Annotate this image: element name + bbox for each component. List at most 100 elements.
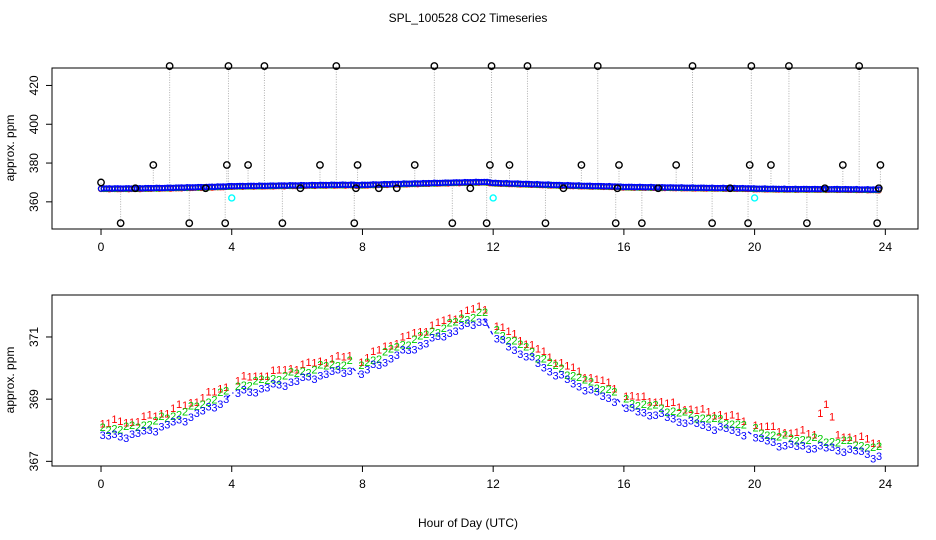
bottom-channel-2-point: 2 xyxy=(805,435,811,447)
bottom-channel-3-point: 3 xyxy=(370,359,376,371)
top-channel-0-point xyxy=(726,184,734,193)
bottom-channel-3-point: 3 xyxy=(458,321,464,333)
bottom-channel-1-point: 1 xyxy=(153,411,159,423)
bottom-channel-3-point: 3 xyxy=(653,410,659,422)
bottom-channel-2-point: 2 xyxy=(688,409,694,421)
bottom-gap-connector xyxy=(352,367,360,375)
bottom-channel-3-point: 3 xyxy=(300,372,306,384)
bottom-channel-3-point: 3 xyxy=(247,387,253,399)
bottom-channel-1-point: 1 xyxy=(423,326,429,338)
bottom-channel-2-point: 2 xyxy=(305,367,311,379)
bottom-channel-3-point: 3 xyxy=(782,441,788,453)
bottom-channel-3-point: 3 xyxy=(176,415,182,427)
bottom-channel-2-point: 2 xyxy=(723,419,729,431)
bottom-channel-3-point: 3 xyxy=(105,430,111,442)
bottom-channel-2-point: 2 xyxy=(629,398,635,410)
bottom-channel-2-point: 2 xyxy=(711,413,717,425)
bottom-channel-1-point: 1 xyxy=(194,397,200,409)
top-y-tick-label: 400 xyxy=(27,114,41,134)
top-channel-0-point xyxy=(149,161,158,169)
bottom-channel-3-point: 3 xyxy=(588,384,594,396)
bot-x-tick-label: 4 xyxy=(228,477,235,491)
bottom-channel-1-point: 1 xyxy=(311,357,317,369)
bottom-channel-2-point: 2 xyxy=(423,329,429,341)
bottom-channel-1-point: 1 xyxy=(305,357,311,369)
top-channel-0-point xyxy=(611,219,620,228)
bottom-channel-1-point: 1 xyxy=(576,366,582,378)
top-channel-0-point xyxy=(430,62,439,70)
top-x-tick-label: 24 xyxy=(879,240,893,254)
top-channel-0-point xyxy=(131,184,140,193)
bottom-channel-2-point: 2 xyxy=(458,313,464,325)
bottom-channel-2-point: 2 xyxy=(323,360,329,372)
top-panel: 0 4 8 12 16 20 24 360 380 400 420 approx. ppm xyxy=(3,62,919,254)
bottom-channel-1-point: 1 xyxy=(317,356,323,368)
bottom-channel-1-point: 1 xyxy=(741,416,747,428)
bottom-channel-1-point: 1 xyxy=(676,402,682,414)
bottom-gap-connector xyxy=(226,392,234,399)
top-channel-0-point xyxy=(352,184,360,193)
bottom-channel-2-point: 2 xyxy=(388,344,394,356)
bottom-channel-1-point: 1 xyxy=(764,421,770,433)
bottom-channel-2-point: 2 xyxy=(217,387,223,399)
top-channel-0-point xyxy=(745,161,754,169)
bottom-channel-1-point: 1 xyxy=(394,338,400,350)
bot-y-tick-label: 369 xyxy=(27,389,41,409)
bottom-channel-3-point: 3 xyxy=(329,366,335,378)
bottom-channel-3-point: 3 xyxy=(205,401,211,413)
top-channel-0-point xyxy=(688,62,697,70)
bottom-channel-1-point: 1 xyxy=(817,408,823,420)
bottom-channel-2-point: 2 xyxy=(811,432,817,444)
bottom-channel-1-point: 1 xyxy=(382,341,388,353)
bottom-channel-1-point: 1 xyxy=(123,418,129,430)
top-channel-0-point xyxy=(708,219,717,228)
bottom-channel-3-point: 3 xyxy=(647,411,653,423)
bottom-channel-3-point: 3 xyxy=(664,412,670,424)
bottom-channel-3-point: 3 xyxy=(658,408,664,420)
bottom-channel-2-point: 2 xyxy=(253,376,259,388)
bottom-channel-2-point: 2 xyxy=(658,403,664,415)
bottom-channel-1-point: 1 xyxy=(417,326,423,338)
bottom-channel-3-point: 3 xyxy=(723,423,729,435)
bottom-channel-3-point: 3 xyxy=(841,447,847,459)
bottom-channel-2-point: 2 xyxy=(476,307,482,319)
bottom-channel-3-point: 3 xyxy=(400,344,406,356)
bottom-channel-2-point: 2 xyxy=(829,436,835,448)
top-channel-0-point xyxy=(541,219,550,228)
bottom-channel-1-point: 1 xyxy=(517,335,523,347)
bottom-channel-3-point: 3 xyxy=(129,429,135,441)
top-x-tick-label: 20 xyxy=(748,240,762,254)
top-channel-0-point xyxy=(876,161,885,169)
bottom-channel-3-point: 3 xyxy=(788,439,794,451)
bottom-channel-2-point: 2 xyxy=(817,433,823,445)
bottom-channel-3-point: 3 xyxy=(405,345,411,357)
bottom-channel-1-point: 1 xyxy=(158,409,164,421)
bottom-channel-3-point: 3 xyxy=(464,318,470,330)
bottom-channel-2-point: 2 xyxy=(794,435,800,447)
bottom-channel-2-point: 2 xyxy=(853,440,859,452)
top-channel-0-point xyxy=(374,184,383,193)
bottom-channel-3-point: 3 xyxy=(870,453,876,465)
bottom-channel-2-point: 2 xyxy=(194,401,200,413)
bottom-channel-3-point: 3 xyxy=(170,417,176,429)
bottom-channel-3-point: 3 xyxy=(294,376,300,388)
bottom-channel-1-point: 1 xyxy=(635,391,641,403)
bottom-channel-2-point: 2 xyxy=(170,411,176,423)
bottom-channel-3-point: 3 xyxy=(482,317,488,329)
bottom-channel-2-point: 2 xyxy=(588,376,594,388)
bottom-channel-1-point: 1 xyxy=(770,421,776,433)
bottom-channel-3-point: 3 xyxy=(858,446,864,458)
bottom-channel-3-point: 3 xyxy=(270,379,276,391)
bottom-channel-2-point: 2 xyxy=(335,361,341,373)
bottom-channel-3-point: 3 xyxy=(123,433,129,445)
bottom-channel-1-point: 1 xyxy=(664,398,670,410)
bottom-channel-1-point: 1 xyxy=(688,404,694,416)
bottom-channel-1-point: 1 xyxy=(658,397,664,409)
top-channel-0-point xyxy=(767,161,775,169)
bottom-channel-2-point: 2 xyxy=(635,401,641,413)
top-channel-0-point xyxy=(593,62,602,70)
bottom-channel-3-point: 3 xyxy=(317,371,323,383)
bot-y-tick-label: 367 xyxy=(27,451,41,471)
bottom-channel-1-point: 1 xyxy=(388,340,394,352)
bottom-channel-2-point: 2 xyxy=(729,419,735,431)
